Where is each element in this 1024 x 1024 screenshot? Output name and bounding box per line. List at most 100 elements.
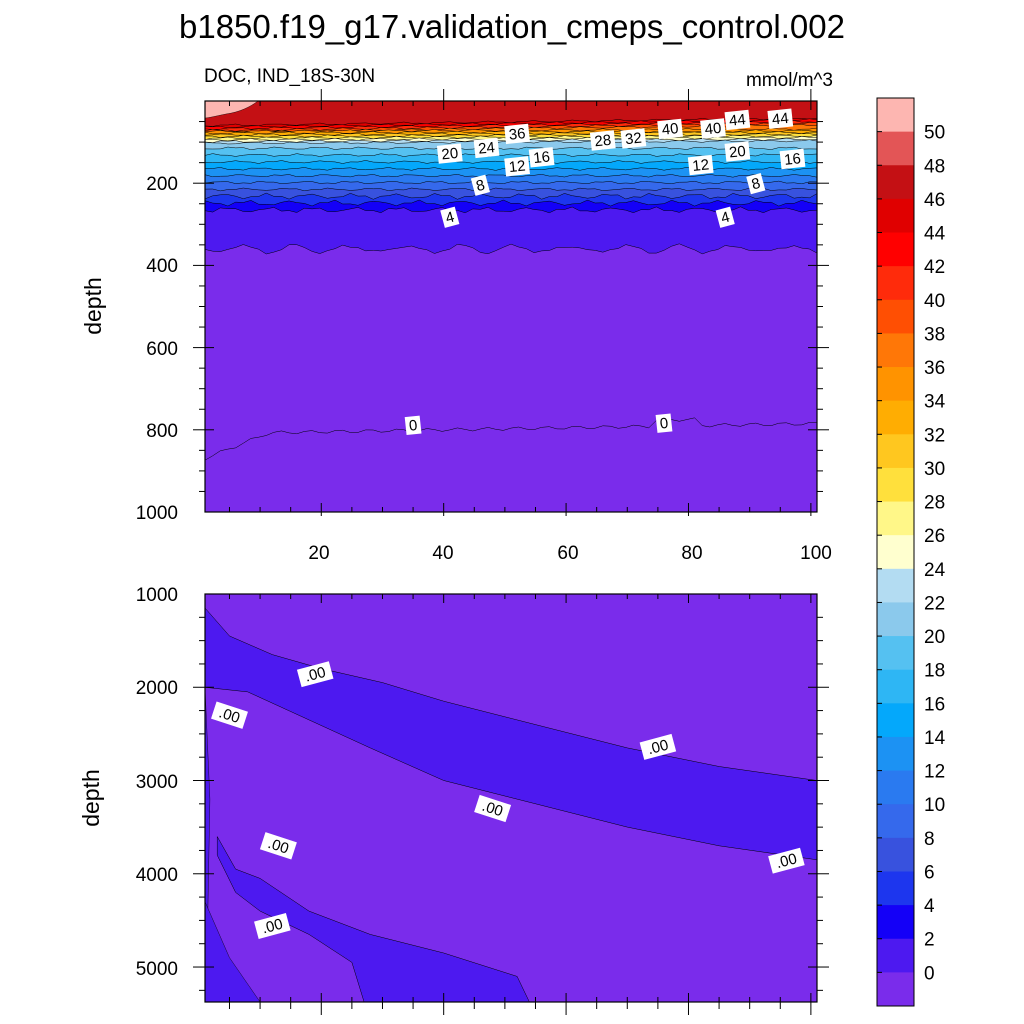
contour-label: 36 [504, 123, 530, 145]
upper-x-tick-80: 80 [681, 543, 702, 564]
contour-label: .00 [296, 661, 334, 688]
colorbar-label: 6 [924, 862, 935, 883]
contour-label-box [746, 172, 766, 195]
contour-label-box [504, 123, 530, 145]
contour-label: 28 [589, 130, 616, 151]
contour-label: 44 [724, 109, 751, 131]
lower-y-tick-2000: 2000 [136, 678, 178, 699]
upper-x-tick-40: 40 [432, 543, 453, 564]
lower-dark-wedge [216, 835, 530, 1002]
colorbar-label: 14 [924, 728, 946, 749]
upper-x-tick-20: 20 [308, 543, 329, 564]
colorbar-label: 22 [924, 593, 945, 614]
contour-label-text: .00 [774, 850, 799, 872]
contour-label-text: .00 [480, 798, 505, 821]
colorbar-label: 36 [924, 358, 945, 379]
contour-label-text: 12 [508, 157, 526, 176]
colorbar-box [877, 905, 914, 940]
upper-y-tick-400: 400 [146, 256, 178, 277]
contour-label-box [296, 661, 334, 688]
contour-label: 16 [779, 148, 806, 170]
lower-y-tick-5000: 5000 [136, 959, 178, 980]
colorbar-label: 12 [924, 762, 945, 783]
colorbar-box [877, 636, 914, 671]
contour-label-box [620, 128, 647, 149]
contour-label-text: .00 [217, 704, 242, 727]
lower-plot-frame [204, 593, 818, 1003]
colorbar-frame [876, 97, 915, 1007]
contour-label-box [440, 206, 460, 228]
contour-label-box [687, 154, 714, 176]
contour-label: 0 [655, 413, 673, 433]
contour-label-text: 40 [661, 120, 679, 139]
colorbar-label: 2 [924, 930, 935, 951]
upper-y-axis-label: depth [80, 277, 106, 335]
colorbar-label: 30 [924, 459, 945, 480]
contour-label-box [767, 108, 794, 129]
contour-label-text: 44 [771, 110, 789, 129]
contour-label-text: .00 [266, 835, 291, 858]
colorbar-label: 50 [924, 123, 945, 144]
contour-label-text: 0 [408, 417, 418, 435]
contour-label-box [504, 156, 530, 177]
colorbar-box [877, 972, 914, 1007]
upper-x-tick-100: 100 [800, 543, 832, 564]
contour-label: 0 [404, 415, 422, 436]
colorbar-box [877, 266, 914, 301]
upper-y-tick-800: 800 [146, 421, 178, 442]
contour-label-box [254, 913, 291, 939]
contour-label-box [404, 415, 422, 436]
contour-label: 4 [440, 206, 460, 228]
colorbar-box [877, 367, 914, 402]
colorbar-box [877, 804, 914, 839]
colorbar-box [877, 165, 914, 200]
colorbar-label: 40 [924, 291, 945, 312]
contour-label: .00 [211, 701, 248, 729]
colorbar-label: 38 [924, 324, 945, 345]
contour-label-text: 20 [728, 143, 746, 162]
contour-label-text: 16 [532, 148, 550, 167]
variable-label: DOC, IND_18S-30N [204, 66, 375, 87]
upper-y-tick-1000: 1000 [136, 503, 178, 524]
contour-label: 40 [657, 118, 683, 140]
colorbar-box [877, 131, 914, 166]
colorbar-box [877, 535, 914, 570]
colorbar-label: 0 [924, 963, 935, 984]
contour-label-box [474, 794, 512, 823]
colorbar-box [877, 938, 914, 973]
colorbar-label: 24 [924, 560, 946, 581]
colorbar-boxes [877, 98, 914, 1007]
colorbar-box [877, 501, 914, 536]
colorbar-label: 42 [924, 257, 945, 278]
lower-y-axis-label: depth [78, 769, 104, 827]
contour-label: 20 [724, 141, 751, 162]
contour-label: 44 [767, 108, 794, 129]
colorbar-box [877, 736, 914, 772]
contour-label-text: 32 [624, 130, 642, 149]
upper-max-patch [205, 101, 259, 119]
upper-x-tick-60: 60 [557, 543, 578, 564]
contour-label: .00 [639, 733, 677, 760]
contour-label: 32 [620, 128, 647, 149]
colorbar-box [877, 703, 914, 738]
colorbar-label: 48 [924, 156, 945, 177]
contour-label: 12 [687, 154, 714, 176]
lower-y-tick-4000: 4000 [136, 865, 178, 886]
colorbar-label: 28 [924, 493, 945, 514]
contour-label-text: .00 [260, 916, 285, 938]
colorbar-box [877, 98, 914, 133]
colorbar-box [877, 770, 914, 805]
colorbar-box [877, 299, 914, 334]
contour-label-box [700, 118, 726, 139]
contour-label-text: .00 [303, 664, 328, 686]
contour-label-box [589, 130, 616, 151]
colorbar-label: 34 [924, 392, 946, 413]
upper-y-tick-600: 600 [146, 339, 178, 360]
contour-label: 16 [528, 147, 555, 168]
colorbar: 5048464442403836343230282624222018161412… [876, 97, 946, 1007]
upper-contour-band [205, 417, 817, 512]
colorbar-box [877, 434, 914, 469]
colorbar-box [877, 198, 914, 234]
